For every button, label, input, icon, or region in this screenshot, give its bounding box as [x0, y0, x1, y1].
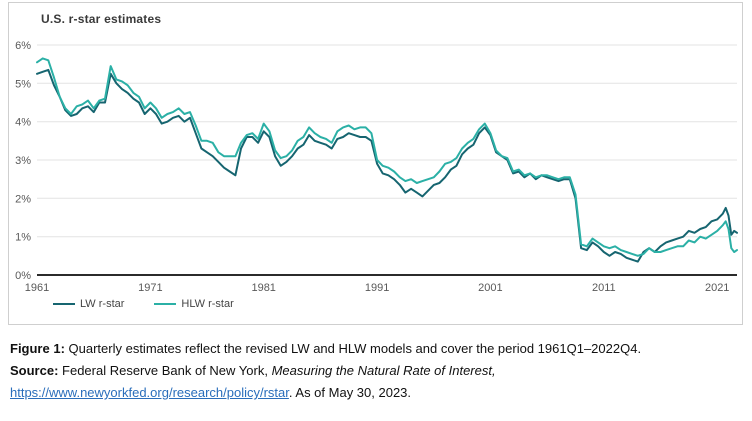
source-publication-title: Measuring the Natural Rate of Interest, — [271, 363, 496, 378]
x-tick-label: 2011 — [592, 282, 616, 294]
y-tick-label: 3% — [15, 155, 31, 167]
rstar-chart-plot: 0% 1% 2% 3% 4% 5% 6% 1961 1971 1981 1991 2001 2011 20… — [15, 40, 738, 294]
hlw-rstar-line — [36, 57, 738, 257]
x-tick-label: 1971 — [138, 282, 162, 294]
rstar-chart-card: 0% 1% 2% 3% 4% 5% 6% 1961 1971 1981 1991 2001 2011 20… — [8, 2, 743, 325]
legend-label-lw: LW r-star — [80, 298, 125, 310]
y-tick-label: 1% — [15, 232, 31, 244]
source-line: Source: Federal Reserve Bank of New York… — [10, 360, 740, 382]
source-text: Federal Reserve Bank of New York, — [58, 363, 272, 378]
caption-block: Figure 1: Quarterly estimates reflect th… — [10, 338, 740, 404]
hlw-line-swatch — [154, 303, 177, 305]
x-tick-label: 2021 — [705, 282, 729, 294]
y-tick-label: 4% — [15, 117, 31, 129]
as-of-text: . As of May 30, 2023. — [288, 385, 412, 400]
link-line: https://www.newyorkfed.org/research/poli… — [10, 382, 740, 404]
y-tick-label: 2% — [15, 193, 31, 205]
source-label: Source: — [10, 363, 59, 378]
y-tick-label: 0% — [15, 270, 31, 282]
y-tick-label: 5% — [15, 78, 31, 90]
chart-title: U.S. r-star estimates — [41, 12, 162, 26]
rstar-link[interactable]: https://www.newyorkfed.org/research/poli… — [10, 385, 289, 400]
figure-caption-line: Figure 1: Quarterly estimates reflect th… — [10, 338, 740, 360]
x-tick-label: 2001 — [478, 282, 502, 294]
legend-item-hlw: HLW r-star — [154, 298, 234, 310]
y-tick-label: 6% — [15, 40, 31, 52]
figure-label: Figure 1: — [10, 341, 65, 356]
chart-legend: LW r-star HLW r-star — [53, 298, 234, 310]
legend-item-lw: LW r-star — [53, 298, 124, 310]
x-tick-label: 1961 — [25, 282, 49, 294]
lw-line-swatch — [53, 303, 75, 305]
legend-label-hlw: HLW r-star — [181, 298, 234, 310]
figure-text: Quarterly estimates reflect the revised … — [64, 341, 642, 356]
x-tick-label: 1991 — [365, 282, 389, 294]
lw-rstar-line — [36, 68, 738, 263]
x-tick-label: 1981 — [251, 282, 275, 294]
